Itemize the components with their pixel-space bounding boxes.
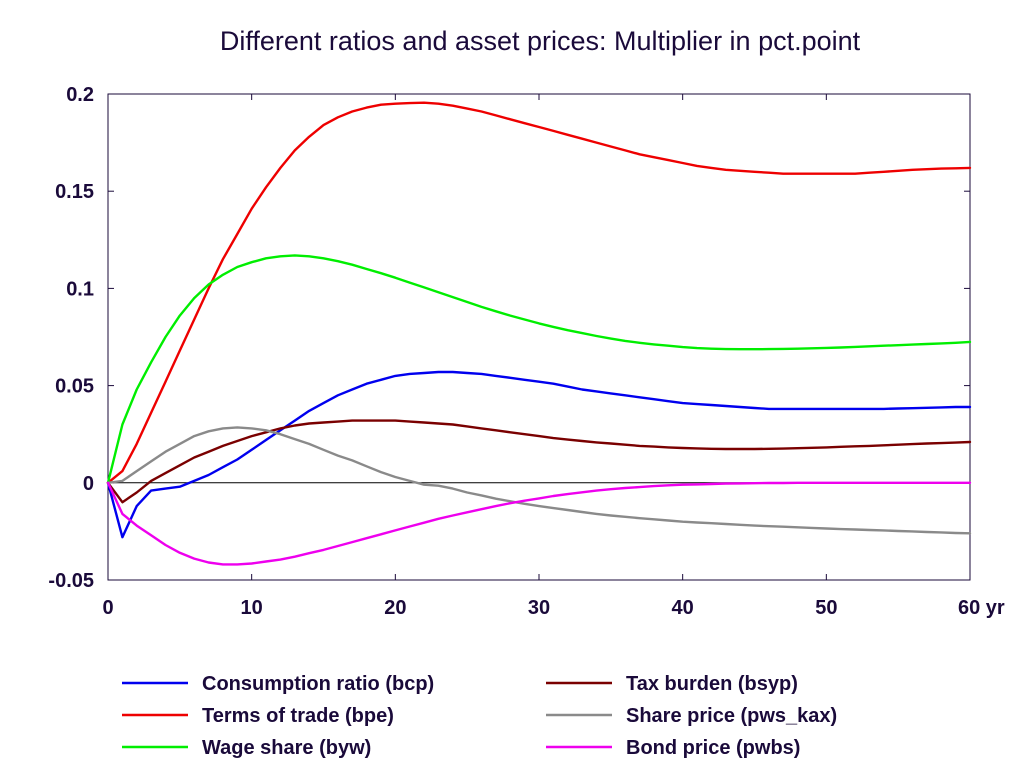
legend-label: Tax burden (bsyp) (626, 673, 798, 695)
series-line-1 (106, 370, 972, 539)
legend-label: Wage share (byw) (202, 737, 371, 759)
legend-label: Consumption ratio (bcp) (202, 673, 434, 695)
y-tick-label: 0.05 (55, 376, 94, 398)
legend: Consumption ratio (bcp) Terms of trade (b… (122, 673, 837, 759)
series-line-5 (106, 426, 972, 535)
x-tick-label: 20 (384, 597, 406, 619)
y-tick-label: -0.05 (48, 570, 94, 592)
series-line-2 (106, 101, 972, 484)
series-line-3 (106, 254, 972, 484)
legend-label: Bond price (pwbs) (626, 737, 800, 759)
legend-label: Share price (pws_kax) (626, 705, 837, 727)
y-tick-label: 0.1 (66, 278, 94, 300)
y-tick-label: 0 (83, 473, 94, 495)
x-tick-label: 60 yr (958, 597, 1005, 619)
series-line-4 (106, 419, 972, 504)
x-tick-label: 40 (672, 597, 694, 619)
x-axis: 0 10 20 30 40 50 60 yr (102, 94, 1005, 619)
chart-title: Different ratios and asset prices: Multi… (220, 26, 861, 56)
y-tick-label: 0.15 (55, 181, 94, 203)
legend-label: Terms of trade (bpe) (202, 705, 394, 727)
series-line-6 (106, 481, 972, 566)
y-tick-label: 0.2 (66, 84, 94, 106)
x-tick-label: 30 (528, 597, 550, 619)
series-lines (106, 101, 972, 566)
y-axis: -0.05 0 0.05 0.1 0.15 0.2 (48, 84, 970, 592)
x-tick-label: 10 (241, 597, 263, 619)
x-tick-label: 50 (815, 597, 837, 619)
x-tick-label: 0 (102, 597, 113, 619)
